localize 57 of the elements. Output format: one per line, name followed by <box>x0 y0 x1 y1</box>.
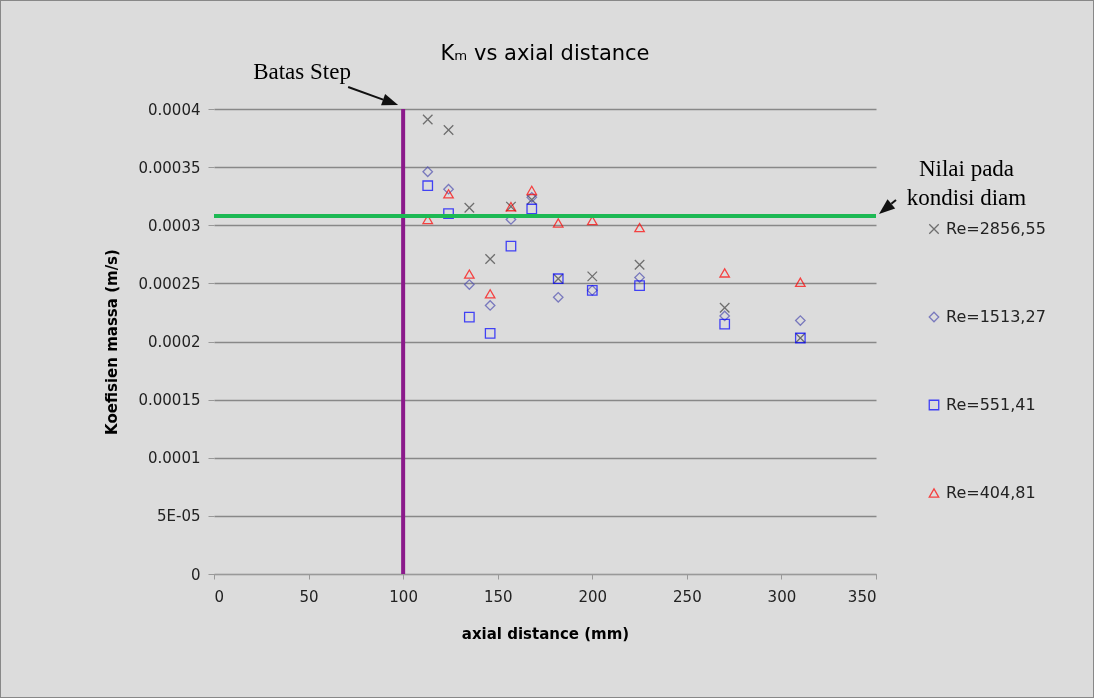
point <box>422 114 434 125</box>
point <box>586 271 598 282</box>
y-tick-label: 0.0003 <box>148 216 201 235</box>
point <box>422 166 434 178</box>
point <box>463 279 475 290</box>
point <box>526 203 538 215</box>
y-tick-label: 0.00035 <box>138 158 201 177</box>
point <box>463 202 475 214</box>
y-tick-label: 0.0002 <box>148 333 201 351</box>
y-tick-label: 0.0001 <box>148 449 201 468</box>
point <box>443 189 454 199</box>
x-tick-label: 300 <box>767 587 797 606</box>
legend-label: Re=1513,27 <box>946 307 1046 326</box>
y-tick-label: 0.0004 <box>148 100 201 119</box>
point <box>634 259 645 271</box>
point <box>422 180 434 192</box>
x-axis-title: axial distance (mm) <box>461 624 630 643</box>
x-tick-label: 50 <box>299 587 319 606</box>
x-tick-label: 350 <box>847 587 877 606</box>
point <box>552 218 564 228</box>
point <box>443 124 454 136</box>
ref-line-label: Nilai pada kondisi diam <box>905 154 1028 212</box>
point <box>794 277 806 287</box>
x-tick-label: 150 <box>483 587 513 606</box>
point <box>552 291 564 303</box>
point <box>634 222 645 233</box>
legend-label: Re=551,41 <box>946 395 1036 414</box>
y-tick-label: 0.00025 <box>138 274 201 293</box>
y-tick-label: 5E-05 <box>156 507 201 526</box>
point <box>505 240 517 252</box>
point <box>484 253 496 265</box>
point <box>463 269 475 279</box>
point <box>443 208 454 220</box>
chart-title: Kₘ vs axial distance <box>440 41 650 65</box>
point <box>719 310 731 322</box>
point <box>794 315 806 326</box>
point <box>484 300 496 311</box>
point <box>484 289 496 299</box>
point <box>443 183 454 195</box>
legend-label: Re=404,81 <box>946 483 1036 502</box>
point <box>719 268 731 278</box>
x-tick-label: 0 <box>214 587 225 606</box>
point <box>463 311 475 323</box>
y-axis-title: Koefisien massa (m/s) <box>103 249 122 435</box>
point <box>634 280 645 292</box>
ref-line-label: Batas Step <box>253 58 351 86</box>
point <box>526 185 538 196</box>
point <box>719 318 731 330</box>
point <box>484 327 496 339</box>
point <box>719 302 731 314</box>
y-tick-label: 0 <box>190 565 201 584</box>
point <box>634 272 645 283</box>
x-tick-label: 200 <box>578 587 608 606</box>
x-tick-label: 100 <box>389 587 418 606</box>
legend-label: Re=2856,55 <box>946 219 1046 238</box>
y-tick-label: 0.00015 <box>138 391 201 410</box>
x-tick-label: 250 <box>673 587 702 606</box>
